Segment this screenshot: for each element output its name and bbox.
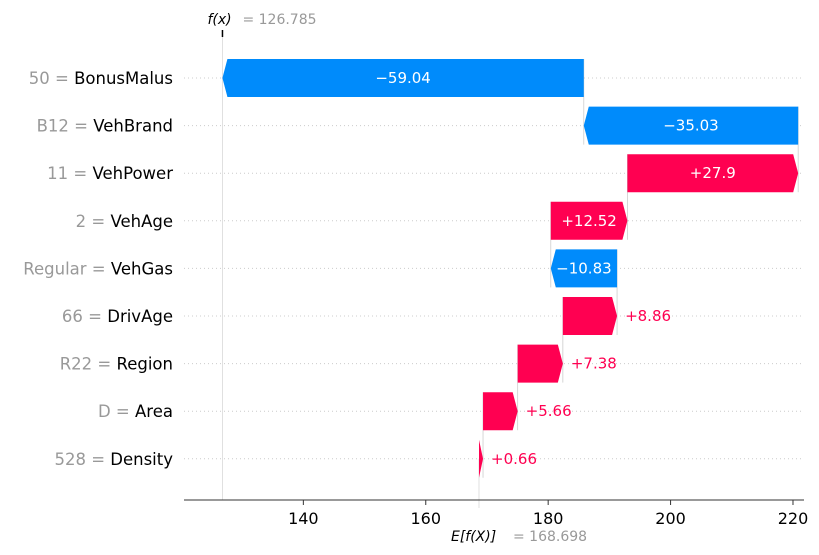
feature-name: VehBrand xyxy=(93,117,173,136)
feature-name: VehAge xyxy=(110,212,173,231)
bar-drivage xyxy=(562,297,618,335)
feature-value: 50 = xyxy=(29,69,74,88)
feature-label: 50 = BonusMalus xyxy=(29,69,173,88)
feature-name: VehPower xyxy=(92,164,173,183)
bar-area xyxy=(483,392,518,431)
bar-value-label: −35.03 xyxy=(663,117,719,135)
bar-vehbrand xyxy=(583,106,799,145)
feature-label: B12 = VehBrand xyxy=(37,117,173,136)
bar-value-label: +12.52 xyxy=(561,212,617,230)
bar-value-label: −10.83 xyxy=(556,259,612,277)
x-tick-label: 220 xyxy=(778,509,809,528)
x-tick-label: 200 xyxy=(655,509,686,528)
base-label: E[f(X)] xyxy=(451,529,496,545)
feature-value: 528 = xyxy=(54,450,110,469)
bar-vehgas xyxy=(550,249,618,288)
bar-value-label: +5.66 xyxy=(526,402,572,420)
bar-value-label: −59.04 xyxy=(375,69,431,87)
bar-vehage xyxy=(550,201,628,240)
feature-value: R22 = xyxy=(60,355,117,374)
feature-value: 11 = xyxy=(47,164,92,183)
feature-label: 2 = VehAge xyxy=(76,212,173,231)
feature-value: D = xyxy=(98,402,135,421)
bar-value-label: +0.66 xyxy=(491,450,537,468)
fx-value: = 126.785 xyxy=(242,12,316,28)
x-tick-label: 160 xyxy=(410,509,441,528)
bar-density xyxy=(478,439,484,478)
feature-label: Regular = VehGas xyxy=(23,259,173,278)
bar-region xyxy=(517,344,563,383)
x-tick-label: 180 xyxy=(533,509,564,528)
bar-value-label: +7.38 xyxy=(571,355,617,373)
feature-label: D = Area xyxy=(98,402,173,421)
feature-name: Area xyxy=(135,402,173,421)
feature-name: BonusMalus xyxy=(74,69,173,88)
bar-vehpower xyxy=(627,154,799,193)
x-tick-label: 140 xyxy=(288,509,319,528)
feature-value: Regular = xyxy=(23,259,111,278)
feature-name: Density xyxy=(110,450,173,469)
feature-label: 11 = VehPower xyxy=(47,164,173,183)
feature-value: 2 = xyxy=(76,212,111,231)
feature-name: Region xyxy=(117,355,174,374)
feature-value: B12 = xyxy=(37,117,94,136)
feature-name: VehGas xyxy=(111,259,173,278)
base-value: = 168.698 xyxy=(513,529,587,545)
bar-value-label: +27.9 xyxy=(690,164,736,182)
bar-value-label: +8.86 xyxy=(625,307,671,325)
feature-label: 66 = DrivAge xyxy=(62,307,173,326)
feature-name: DrivAge xyxy=(107,307,173,326)
feature-value: 66 = xyxy=(62,307,107,326)
bar-bonusmalus xyxy=(222,59,584,97)
fx-label: f(x) xyxy=(207,12,231,28)
feature-label: 528 = Density xyxy=(54,450,173,469)
feature-label: R22 = Region xyxy=(60,355,173,374)
